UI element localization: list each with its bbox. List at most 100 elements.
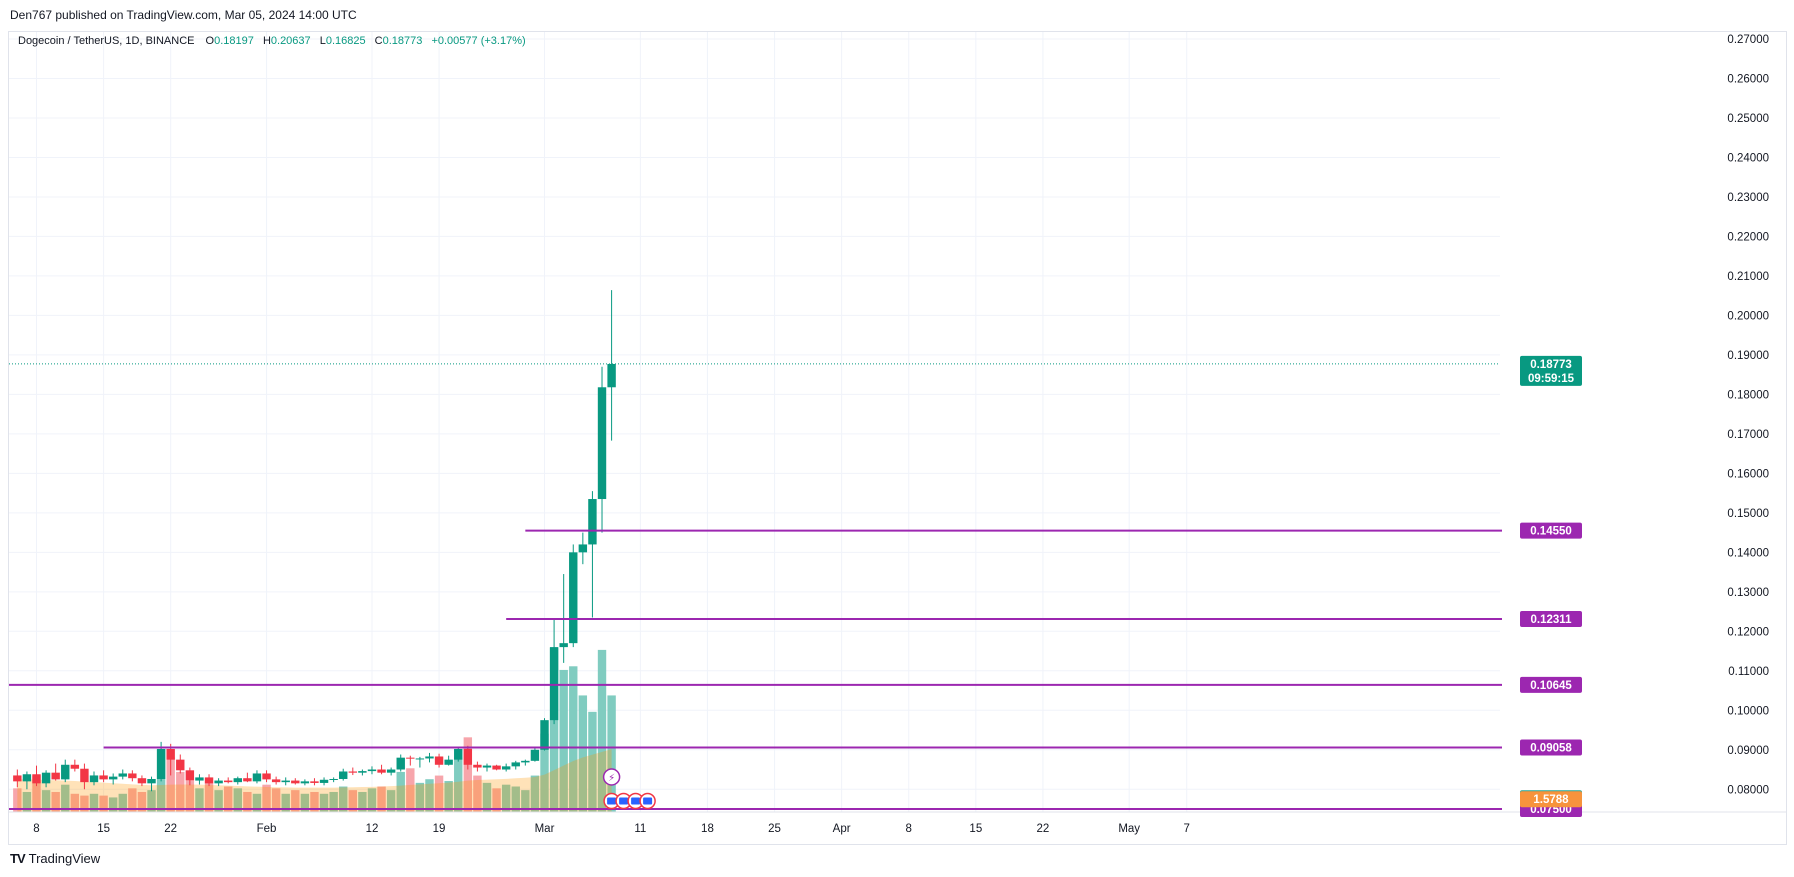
candle-body xyxy=(233,778,242,783)
candle-body xyxy=(22,774,32,782)
candle xyxy=(300,779,310,786)
volume-bar xyxy=(530,775,540,812)
price-tick-label: 0.19000 xyxy=(1727,350,1769,362)
level-badge-text: 0.10645 xyxy=(1530,680,1572,692)
candle-body xyxy=(89,775,99,783)
volume-bar xyxy=(463,737,473,812)
tradingview-footer[interactable]: TV TradingView xyxy=(10,851,100,866)
time-tick-label: 8 xyxy=(33,823,39,835)
volume-bar xyxy=(118,793,127,812)
candle xyxy=(99,770,108,783)
candle xyxy=(195,774,204,785)
volume-bar xyxy=(339,786,348,812)
candle xyxy=(454,746,463,762)
level-badge: 0.14550 xyxy=(1520,522,1582,539)
volume-bar xyxy=(204,782,214,812)
candle xyxy=(444,755,453,766)
volume-bar xyxy=(128,788,137,812)
candle xyxy=(291,778,300,785)
price-tick-label: 0.09000 xyxy=(1727,745,1769,757)
candle-body xyxy=(262,773,271,780)
flag-marker-fill xyxy=(619,797,629,805)
volume-bar xyxy=(492,788,501,812)
price-tick-label: 0.27000 xyxy=(1727,34,1769,46)
open-label: O xyxy=(205,35,215,47)
volume-bar xyxy=(185,781,195,812)
level-badge-text: 0.12311 xyxy=(1531,614,1573,626)
candle-body xyxy=(252,773,262,782)
volume-bar xyxy=(454,757,463,812)
candle-body xyxy=(271,779,281,783)
volume-bar xyxy=(367,788,377,812)
candle xyxy=(434,753,444,768)
candle xyxy=(377,764,386,775)
volume-bar xyxy=(243,791,252,812)
candle-body xyxy=(329,778,338,780)
candle-body xyxy=(99,775,108,780)
candle xyxy=(13,769,22,788)
volume-bar xyxy=(406,768,415,812)
published-header: Den767 published on TradingView.com, Mar… xyxy=(10,8,357,22)
time-tick-label: Apr xyxy=(833,823,851,835)
candle xyxy=(569,544,578,648)
candle-body xyxy=(444,759,453,765)
candle xyxy=(473,761,482,772)
volume-bar xyxy=(501,784,511,812)
level-badge-bg xyxy=(1520,522,1582,539)
time-tick-label: 7 xyxy=(1183,823,1189,835)
level-badge: 0.12311 xyxy=(1520,611,1582,628)
time-tick-label: Feb xyxy=(257,823,277,835)
volume-bar xyxy=(166,757,175,812)
volume-bar xyxy=(329,791,338,812)
level-badge-bg xyxy=(1520,739,1582,756)
volume-bar xyxy=(310,791,319,812)
candle xyxy=(425,752,434,763)
time-tick-label: 18 xyxy=(701,823,714,835)
volume-ma-badge-bg xyxy=(1520,791,1582,808)
candle xyxy=(137,775,147,787)
volume-bar xyxy=(41,790,51,812)
volume-bar xyxy=(358,791,367,812)
candle xyxy=(41,770,51,788)
candle xyxy=(511,760,520,770)
price-tick-label: 0.17000 xyxy=(1727,429,1769,441)
time-tick-label: Mar xyxy=(535,823,555,835)
symbol-title[interactable]: Dogecoin / TetherUS, 1D, BINANCE xyxy=(18,35,195,47)
open-value: 0.18197 xyxy=(214,35,254,47)
high-value: 0.20637 xyxy=(270,35,311,47)
candle-body xyxy=(339,771,348,779)
candle-body xyxy=(396,757,405,770)
volume-bar xyxy=(233,788,242,812)
volume-bar xyxy=(549,648,559,812)
candle xyxy=(530,747,540,762)
candle xyxy=(329,777,338,783)
candle xyxy=(243,772,252,783)
last-price-badge-bg xyxy=(1520,355,1582,386)
candle-body xyxy=(32,774,41,784)
volume-bar xyxy=(22,791,32,812)
candle-body xyxy=(540,720,549,750)
candle-body xyxy=(434,756,444,765)
volume-bar xyxy=(473,775,482,812)
candle xyxy=(89,771,99,786)
candle xyxy=(61,759,70,783)
volume-bar xyxy=(559,669,568,812)
volume-bar xyxy=(262,784,271,812)
price-tick-label: 0.26000 xyxy=(1727,73,1769,85)
volume-bar xyxy=(89,793,99,812)
candle xyxy=(32,765,41,787)
time-tick-label: 25 xyxy=(768,823,781,835)
candle-body xyxy=(118,773,127,777)
level-badge-bg xyxy=(1520,611,1582,628)
candle-body xyxy=(61,764,70,780)
candle xyxy=(70,759,80,772)
candle xyxy=(607,290,616,441)
volume-bar xyxy=(521,790,530,812)
candle xyxy=(118,769,127,780)
time-tick-label: 15 xyxy=(969,823,982,835)
candle-body xyxy=(166,748,175,760)
candle xyxy=(108,773,118,785)
candle xyxy=(549,619,559,725)
grid-lines xyxy=(9,32,1500,812)
